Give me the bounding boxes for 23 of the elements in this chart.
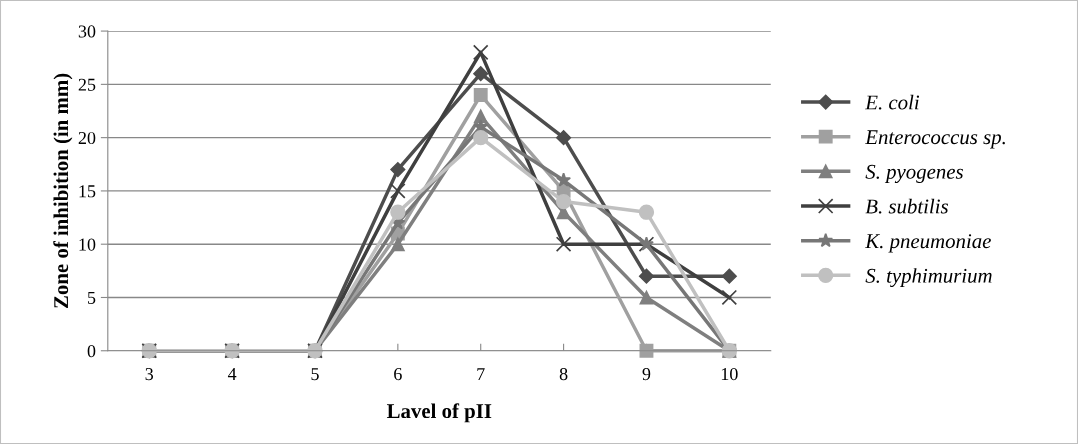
- y-tick-label: 15: [79, 185, 96, 198]
- y-tick-label: 10: [79, 238, 96, 251]
- x-axis-title: Lavel of pII: [386, 403, 492, 423]
- y-tick-label: 0: [87, 345, 96, 358]
- x-tick-label: 10: [721, 367, 738, 381]
- legend-label: Enterococcus sp.: [865, 130, 1005, 149]
- y-axis-title: Zone of inhibition (in mm): [53, 73, 73, 308]
- x-tick-label: 5: [311, 368, 319, 381]
- x-tick-label: 9: [642, 368, 651, 381]
- x-tick-label: 7: [477, 368, 485, 380]
- y-tick-label: 20: [78, 131, 96, 145]
- legend-label: S. typhimurium: [865, 268, 992, 288]
- y-tick-label: 30: [78, 25, 96, 38]
- legend-label: B. subtilis: [865, 198, 948, 214]
- legend-label: K. pneumoniae: [865, 234, 991, 253]
- x-tick-label: 8: [559, 367, 568, 381]
- y-tick-label: 5: [88, 291, 96, 304]
- legend-label: E. coli: [865, 94, 920, 110]
- x-tick-label: 4: [227, 368, 237, 380]
- legend-label: S. pyogenes: [865, 164, 963, 184]
- y-tick-label: 25: [78, 78, 96, 91]
- x-tick-label: 3: [145, 368, 154, 381]
- x-tick-label: 6: [394, 368, 402, 381]
